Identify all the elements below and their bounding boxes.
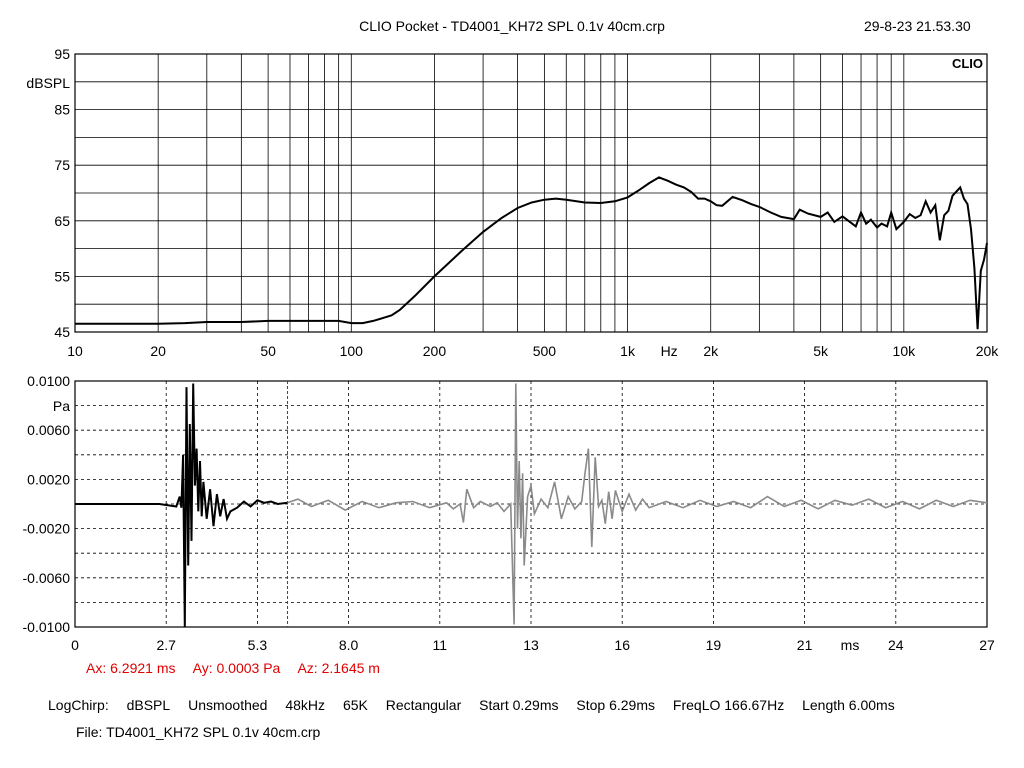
ir-xtick-label: 27 [979, 637, 995, 653]
fr-ytick-label: 55 [54, 268, 70, 284]
ir-ytick-label: 0.0020 [27, 471, 70, 487]
fr-xtick-label: 200 [423, 343, 447, 359]
setting-window: Rectangular [385, 697, 462, 713]
setting-freqlo: FreqLO 166.67Hz [672, 697, 785, 713]
setting-length: Length 6.00ms [802, 697, 895, 713]
fr-frame [74, 53, 988, 333]
ir-xtick-label: 2.7 [156, 637, 176, 653]
fr-ytick-label: 95 [54, 46, 70, 62]
plots-canvas[interactable]: 95 85 75 65 55 45 dBSPL 10 20 50 100 200 500 1k 2k 5k 10… [0, 0, 1024, 660]
fr-xtick-label: 20k [976, 343, 1000, 359]
cursor-ay: Ay: 0.0003 Pa [192, 660, 281, 676]
fr-curve [75, 176, 988, 330]
setting-start: Start 0.29ms [479, 697, 559, 713]
ir-ytick-label: 0.0060 [27, 422, 70, 438]
ir-xtick-label: 16 [614, 637, 630, 653]
ir-xtick-label: 0 [71, 637, 79, 653]
settings-bar: LogChirp: dBSPL Unsmoothed 48kHz 65K Rec… [48, 697, 909, 713]
timestamp: 29-8-23 21.53.30 [864, 18, 971, 34]
setting-units: dBSPL [126, 697, 171, 713]
ir-ytick-label: -0.0020 [23, 521, 71, 537]
frequency-response-plot[interactable]: 95 85 75 65 55 45 dBSPL 10 20 50 100 200 500 1k 2k 5k 10… [26, 46, 999, 359]
clio-logo: CLIO [952, 56, 983, 71]
ir-ytick-label: 0.0100 [27, 373, 70, 389]
fr-ytick-label: 65 [54, 213, 70, 229]
ir-xaxis-label: ms [841, 637, 860, 653]
setting-samplerate: 48kHz [285, 697, 326, 713]
fr-xtick-label: 5k [813, 343, 829, 359]
window-title: CLIO Pocket - TD4001_KH72 SPL 0.1v 40cm.… [359, 18, 665, 34]
ir-yaxis-label: Pa [53, 398, 70, 414]
ir-ytick-label: -0.0100 [23, 619, 71, 635]
fr-xtick-label: 2k [703, 343, 719, 359]
fr-ytick-label: 75 [54, 157, 70, 173]
setting-smoothing: Unsmoothed [188, 697, 268, 713]
fr-yaxis-label: dBSPL [26, 75, 70, 91]
ir-xtick-label: 24 [888, 637, 904, 653]
fr-ytick-label: 85 [54, 102, 70, 118]
fr-xtick-label: 10 [67, 343, 83, 359]
fr-ytick-label: 45 [54, 324, 70, 340]
fr-xaxis-label: Hz [661, 343, 678, 359]
ir-xtick-label: 21 [797, 637, 813, 653]
fr-xtick-label: 10k [893, 343, 917, 359]
impulse-response-plot[interactable]: 0.0100 0.0060 0.0020 -0.0020 -0.0060 -0.0100 P… [23, 373, 995, 653]
ir-xtick-label: 8.0 [339, 637, 359, 653]
ir-xtick-label: 19 [706, 637, 722, 653]
ir-window-trace [75, 383, 288, 628]
cursor-readout: Ax: 6.2921 ms Ay: 0.0003 Pa Az: 2.1645 m [86, 660, 394, 676]
setting-mode: LogChirp: [48, 697, 109, 713]
fr-xtick-label: 20 [150, 343, 166, 359]
ir-xtick-label: 11 [433, 637, 448, 653]
fr-xtick-label: 50 [260, 343, 276, 359]
ir-remainder-trace [287, 383, 988, 625]
fr-xtick-label: 500 [533, 343, 557, 359]
setting-stop: Stop 6.29ms [576, 697, 656, 713]
setting-size: 65K [342, 697, 368, 713]
fr-xtick-label: 100 [340, 343, 364, 359]
cursor-ax: Ax: 6.2921 ms [86, 660, 176, 676]
ir-xtick-label: 13 [523, 637, 539, 653]
fr-xtick-label: 1k [620, 343, 636, 359]
cursor-az: Az: 2.1645 m [297, 660, 380, 676]
ir-ytick-label: -0.0060 [23, 570, 71, 586]
file-line: File: TD4001_KH72 SPL 0.1v 40cm.crp [76, 724, 321, 740]
ir-xtick-label: 5.3 [248, 637, 268, 653]
